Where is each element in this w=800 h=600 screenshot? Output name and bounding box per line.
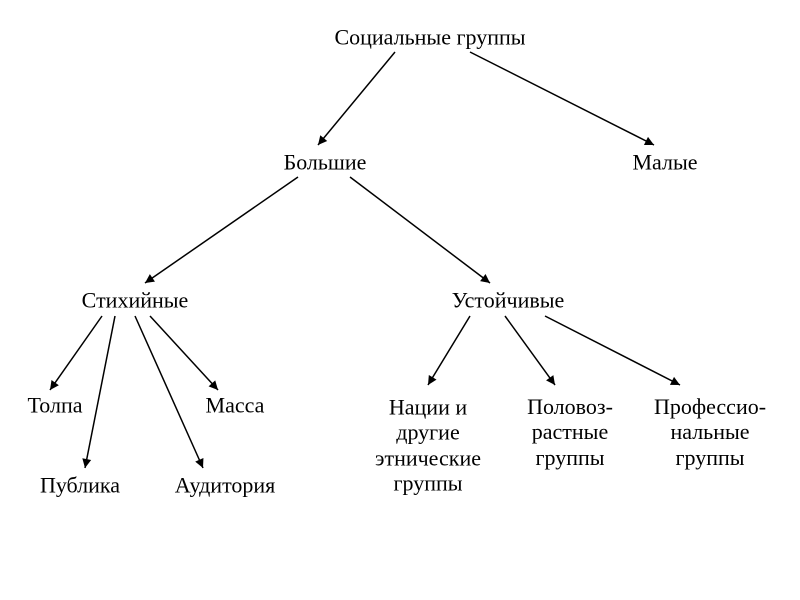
edge <box>135 316 203 468</box>
edge <box>50 316 102 390</box>
node-audit: Аудитория <box>175 472 276 497</box>
edge <box>318 52 395 145</box>
label: Малые <box>632 149 697 174</box>
node-big: Большие <box>284 149 367 174</box>
node-prof: Профессио- нальные группы <box>654 394 766 470</box>
label: Стихийные <box>82 287 189 312</box>
node-massa: Масса <box>206 392 265 417</box>
label: Публика <box>40 472 120 497</box>
node-spont: Стихийные <box>82 287 189 312</box>
label: Толпа <box>27 392 82 417</box>
edge <box>85 316 115 468</box>
edge <box>350 177 490 283</box>
node-stable: Устойчивые <box>452 287 565 312</box>
node-root: Социальные группы <box>334 24 525 49</box>
label: Социальные группы <box>334 24 525 49</box>
edge <box>145 177 298 283</box>
label: Большие <box>284 149 367 174</box>
label: Масса <box>206 392 265 417</box>
label: Половоз- растные группы <box>527 394 613 470</box>
node-tolpa: Толпа <box>27 392 82 417</box>
node-nations: Нации и другие этнические группы <box>375 394 481 495</box>
edge <box>545 316 680 385</box>
edge <box>505 316 555 385</box>
label: Устойчивые <box>452 287 565 312</box>
node-agesex: Половоз- растные группы <box>527 394 613 470</box>
edge <box>150 316 218 390</box>
node-small: Малые <box>632 149 697 174</box>
edge <box>428 316 470 385</box>
label: Аудитория <box>175 472 276 497</box>
node-publika: Публика <box>40 472 120 497</box>
edge <box>470 52 654 145</box>
label: Профессио- нальные группы <box>654 394 766 470</box>
label: Нации и другие этнические группы <box>375 394 481 495</box>
